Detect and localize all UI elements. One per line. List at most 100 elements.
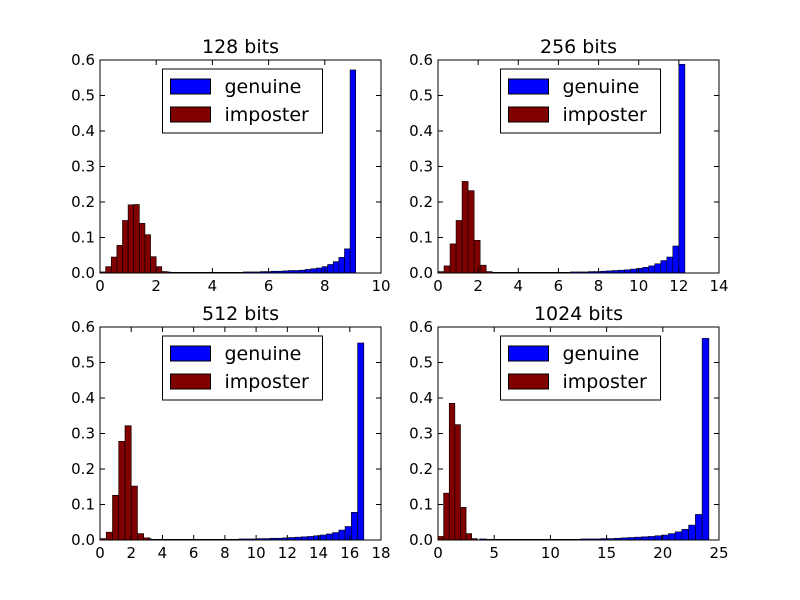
- imposter-bar: [443, 492, 450, 541]
- imposter-bar: [443, 265, 451, 274]
- imposter-bar: [461, 181, 469, 274]
- x-tick-label: 8: [220, 544, 230, 562]
- genuine-bar: [327, 264, 334, 274]
- y-tick-label: 0.6: [409, 318, 433, 336]
- imposter-legend-label: imposter: [563, 104, 648, 126]
- y-tick-label: 0.6: [409, 51, 433, 69]
- genuine-bar: [701, 338, 710, 541]
- genuine-bar: [654, 263, 662, 274]
- imposter-bar: [133, 204, 140, 274]
- y-tick-label: 0.5: [71, 354, 95, 372]
- y-axis-ticks: 0.0 0.1 0.2 0.3 0.4 0.5 0.6: [71, 318, 381, 549]
- genuine-bar: [672, 245, 680, 274]
- genuine-bar: [304, 269, 312, 274]
- y-tick-label: 0.2: [71, 193, 95, 211]
- x-axis-ticks: 0 2 4 6 8 10 12 14 16 18: [95, 327, 391, 562]
- genuine-bar: [326, 533, 333, 541]
- x-tick-label: 8: [320, 277, 330, 295]
- imposter-bar: [150, 256, 157, 274]
- x-tick-label: 6: [554, 277, 564, 295]
- imposter-bar: [110, 256, 118, 274]
- chart-title: 256 bits: [540, 36, 617, 58]
- chart-title: 512 bits: [202, 303, 279, 325]
- x-tick-label: 14: [309, 544, 328, 562]
- imposter-bar: [479, 264, 487, 274]
- imposter-bar: [467, 190, 475, 274]
- imposter-bar: [130, 485, 138, 541]
- genuine-bar: [344, 526, 352, 541]
- imposter-bar: [449, 243, 457, 274]
- genuine-legend-swatch: [508, 345, 549, 362]
- imposter-legend-swatch: [170, 373, 211, 390]
- genuine-legend-swatch: [170, 345, 211, 362]
- y-axis-ticks: 0.0 0.1 0.2 0.3 0.4 0.5 0.6: [409, 318, 719, 549]
- genuine-legend-label: genuine: [563, 343, 640, 365]
- genuine-bar: [344, 248, 351, 274]
- axes-frame: [437, 326, 720, 541]
- imposter-legend-label: imposter: [563, 371, 648, 393]
- genuine-bar: [666, 256, 674, 274]
- x-tick-label: 0: [95, 544, 105, 562]
- imposter-bar: [473, 240, 481, 274]
- x-tick-label: 10: [371, 277, 390, 295]
- x-axis-ticks: 0 2 4 6 8 10: [95, 60, 391, 295]
- x-tick-label: 4: [158, 544, 168, 562]
- x-tick-label: 4: [514, 277, 524, 295]
- y-tick-label: 0.5: [409, 87, 433, 105]
- imposter-bar: [122, 220, 129, 274]
- x-tick-label: 2: [126, 544, 136, 562]
- x-tick-label: 0: [433, 277, 443, 295]
- y-tick-label: 0.4: [71, 122, 95, 140]
- genuine-legend-swatch: [170, 78, 211, 95]
- imposter-bar: [155, 266, 163, 274]
- imposter-bar: [139, 223, 146, 274]
- genuine-bar: [642, 267, 650, 274]
- x-tick-label: 6: [264, 277, 274, 295]
- genuine-bar: [338, 257, 345, 274]
- genuine-bar: [674, 531, 683, 541]
- imposter-bar: [448, 403, 456, 541]
- imposter-bar: [437, 536, 444, 541]
- imposter-bar: [105, 266, 112, 274]
- y-tick-label: 0.1: [409, 496, 433, 514]
- genuine-legend-label: genuine: [563, 76, 640, 98]
- y-tick-label: 0.5: [71, 87, 95, 105]
- x-tick-label: 0: [433, 544, 443, 562]
- imposter-bar: [144, 234, 151, 274]
- subplot-1: 0 2 4 6 8 10 0.0 0.1 0.2 0.3 0.4 0.5 0.6 128 bits genu…: [71, 36, 390, 295]
- x-tick-label: 25: [709, 544, 728, 562]
- imposter-bar: [460, 507, 467, 541]
- genuine-bar: [681, 529, 689, 541]
- x-tick-label: 0: [95, 277, 105, 295]
- y-tick-label: 0.0: [409, 531, 433, 549]
- genuine-bar: [307, 536, 315, 541]
- y-tick-label: 0.6: [71, 318, 95, 336]
- legend: genuine imposter: [162, 335, 323, 401]
- y-tick-label: 0.0: [71, 531, 95, 549]
- genuine-bar: [654, 535, 662, 541]
- genuine-bar: [316, 267, 323, 274]
- chart-title: 128 bits: [202, 36, 279, 58]
- genuine-bar: [678, 63, 686, 274]
- legend: genuine imposter: [500, 68, 661, 134]
- y-tick-label: 0.3: [71, 158, 95, 176]
- x-tick-label: 2: [151, 277, 161, 295]
- y-tick-label: 0.3: [409, 425, 433, 443]
- subplot-3: 0 2 4 6 8 10 12 14 16 18 0.0 0.1 0.2 0.3 0.4 0.5 0.6 512 …: [71, 303, 390, 562]
- imposter-legend-swatch: [508, 106, 549, 123]
- legend: genuine imposter: [500, 335, 661, 401]
- axes-frame: [99, 59, 382, 274]
- imposter-bar: [124, 425, 132, 541]
- x-tick-label: 10: [247, 544, 266, 562]
- x-tick-label: 10: [629, 277, 648, 295]
- imposter-bar: [454, 424, 461, 541]
- y-tick-label: 0.2: [409, 193, 433, 211]
- x-tick-label: 20: [653, 544, 672, 562]
- genuine-bar: [313, 535, 321, 541]
- x-tick-label: 12: [278, 544, 297, 562]
- x-tick-label: 5: [489, 544, 499, 562]
- y-axis-ticks: 0.0 0.1 0.2 0.3 0.4 0.5 0.6: [409, 51, 719, 282]
- imposter-series: [99, 204, 168, 274]
- x-tick-label: 14: [709, 277, 728, 295]
